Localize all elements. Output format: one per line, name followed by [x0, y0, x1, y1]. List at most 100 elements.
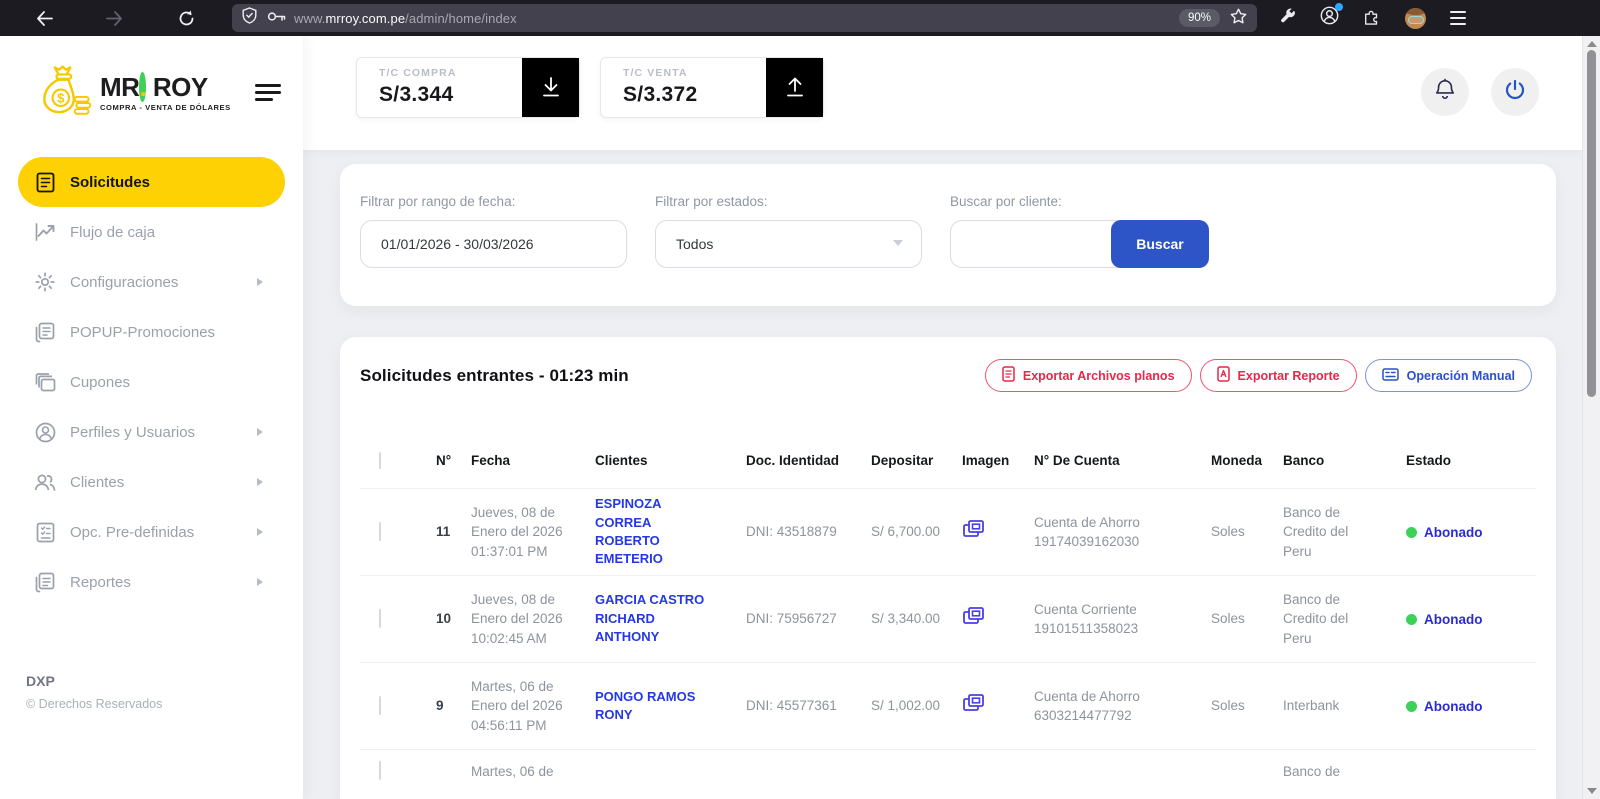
status-select[interactable]: Todos	[655, 220, 922, 268]
svg-text:$: $	[57, 91, 65, 106]
chevron-right-icon	[257, 278, 263, 286]
row-checkbox[interactable]	[379, 761, 381, 780]
rate-label: T/C VENTA	[623, 67, 688, 79]
table-row: 11 Jueves, 08 de Enero del 2026 01:37:01…	[360, 488, 1536, 575]
sidebar-item-perfiles-y-usuarios[interactable]: Perfiles y Usuarios	[18, 407, 285, 457]
coupons-icon	[34, 372, 56, 392]
status-dot-icon	[1406, 700, 1417, 712]
sidebar-item-flujo-de-caja[interactable]: Flujo de caja	[18, 207, 285, 257]
client-link[interactable]: PONGO RAMOS RONY	[595, 688, 696, 722]
forward-icon[interactable]	[100, 4, 128, 32]
row-currency: Soles	[1211, 611, 1245, 627]
sidebar-item-opc-pre-definidas[interactable]: Opc. Pre-definidas	[18, 507, 285, 557]
column-header[interactable]: Fecha	[471, 452, 511, 468]
row-doc: DNI: 75956727	[746, 611, 837, 627]
sidebar-item-label: Flujo de caja	[70, 223, 156, 241]
sidebar-item-popup-promociones[interactable]: POPUP-Promociones	[18, 307, 285, 357]
sidebar: $ MR. ROY COMPRA - VENTA DE DÓLARES	[0, 36, 303, 799]
table-row: Martes, 06 de Banco de	[360, 749, 1536, 799]
sidebar-item-clientes[interactable]: Clientes	[18, 457, 285, 507]
column-header[interactable]: N° De Cuenta	[1034, 452, 1120, 468]
column-header[interactable]: Estado	[1406, 452, 1452, 468]
main-content: T/C COMPRA S/3.344 T/C VENTA S/3.372	[303, 36, 1582, 799]
client-link[interactable]: GARCIA CASTRO RICHARD ANTHONY	[595, 592, 705, 645]
column-header[interactable]: N°	[436, 452, 452, 468]
row-checkbox[interactable]	[379, 522, 381, 541]
cashflow-chart-icon	[34, 223, 56, 241]
table-header-row: N° Fecha Clientes Doc. Identidad Deposit…	[360, 392, 1536, 488]
row-checkbox[interactable]	[379, 696, 381, 715]
sidebar-item-cupones[interactable]: Cupones	[18, 357, 285, 407]
row-bank: Banco de Credito del Peru	[1283, 592, 1349, 646]
chevron-down-icon	[893, 240, 903, 246]
scroll-down-icon[interactable]	[1587, 788, 1597, 794]
gear-icon	[34, 272, 56, 292]
status-badge[interactable]: Abonado	[1406, 699, 1536, 714]
notifications-button[interactable]	[1421, 68, 1469, 116]
column-header[interactable]: Imagen	[962, 452, 1010, 468]
image-preview-icon[interactable]	[962, 518, 1034, 545]
wrench-icon[interactable]	[1279, 7, 1296, 29]
column-header[interactable]: Banco	[1283, 452, 1325, 468]
status-badge[interactable]: Abonado	[1406, 612, 1536, 627]
scrollbar-thumb[interactable]	[1587, 50, 1596, 397]
export-flat-files-button[interactable]: Exportar Archivos planos	[984, 359, 1192, 392]
date-range-input[interactable]	[360, 220, 627, 268]
sidebar-item-label: Clientes	[70, 473, 125, 491]
client-link[interactable]: ESPINOZA CORREA ROBERTO EMETERIO	[595, 496, 663, 567]
url-text[interactable]: www.mrroy.com.pe/admin/home/index	[294, 10, 517, 26]
download-icon[interactable]	[522, 58, 579, 117]
row-amount: S/ 1,002.00	[871, 698, 941, 714]
client-search-input[interactable]	[950, 220, 1121, 268]
manual-card-icon	[1381, 367, 1399, 384]
browser-menu-icon[interactable]	[1450, 11, 1466, 25]
zoom-level-badge[interactable]: 90%	[1178, 9, 1220, 27]
image-preview-icon[interactable]	[962, 605, 1034, 632]
account-icon[interactable]	[1320, 3, 1343, 30]
export-report-button[interactable]: Exportar Reporte	[1199, 359, 1357, 392]
page-scrollbar[interactable]	[1582, 36, 1600, 799]
select-all-checkbox[interactable]	[379, 451, 381, 469]
row-account: Cuenta de Ahorro 19174039162030	[1034, 514, 1140, 549]
reload-icon[interactable]	[172, 4, 200, 32]
table-row: 10 Jueves, 08 de Enero del 2026 10:02:45…	[360, 575, 1536, 662]
sidebar-footer: DXP © Derechos Reservados	[26, 673, 162, 711]
bookmark-star-icon[interactable]	[1230, 7, 1247, 29]
page: $ MR. ROY COMPRA - VENTA DE DÓLARES	[0, 36, 1582, 799]
upload-icon[interactable]	[766, 58, 823, 117]
sidebar-item-label: Cupones	[70, 373, 131, 391]
column-header[interactable]: Clientes	[595, 452, 648, 468]
back-icon[interactable]	[30, 4, 58, 32]
chevron-right-icon	[257, 478, 263, 486]
logout-button[interactable]	[1491, 68, 1539, 116]
profile-avatar[interactable]	[1405, 7, 1426, 29]
scroll-up-icon[interactable]	[1587, 41, 1597, 47]
power-icon	[1503, 78, 1527, 107]
column-header[interactable]: Doc. Identidad	[746, 452, 840, 468]
logo[interactable]: $ MR. ROY COMPRA - VENTA DE DÓLARES	[0, 36, 303, 123]
pdf-icon	[1216, 366, 1230, 385]
status-badge[interactable]: Abonado	[1406, 525, 1536, 540]
table-row: 9 Martes, 06 de Enero del 2026 04:56:11 …	[360, 662, 1536, 749]
chevron-right-icon	[257, 578, 263, 586]
bell-icon	[1434, 78, 1456, 107]
image-preview-icon[interactable]	[962, 692, 1034, 719]
url-bar[interactable]: www.mrroy.com.pe/admin/home/index 90%	[232, 4, 1257, 32]
top-bar: T/C COMPRA S/3.344 T/C VENTA S/3.372	[303, 36, 1582, 150]
search-button[interactable]: Buscar	[1111, 220, 1209, 268]
row-checkbox[interactable]	[379, 609, 381, 628]
column-header[interactable]: Moneda	[1211, 452, 1263, 468]
key-icon[interactable]	[267, 9, 286, 27]
manual-operation-button[interactable]: Operación Manual	[1364, 359, 1532, 392]
sidebar-toggle-icon[interactable]	[254, 84, 281, 101]
sidebar-item-solicitudes[interactable]: Solicitudes	[18, 157, 285, 207]
account-notification-dot	[1335, 3, 1343, 11]
sidebar-item-configuraciones[interactable]: Configuraciones	[18, 257, 285, 307]
extensions-puzzle-icon[interactable]	[1363, 7, 1381, 30]
file-icon	[1002, 366, 1015, 385]
shield-icon[interactable]	[242, 7, 257, 29]
logo-text: MR. ROY COMPRA - VENTA DE DÓLARES	[100, 71, 231, 112]
sidebar-item-reportes[interactable]: Reportes	[18, 557, 285, 607]
column-header[interactable]: Depositar	[871, 452, 934, 468]
